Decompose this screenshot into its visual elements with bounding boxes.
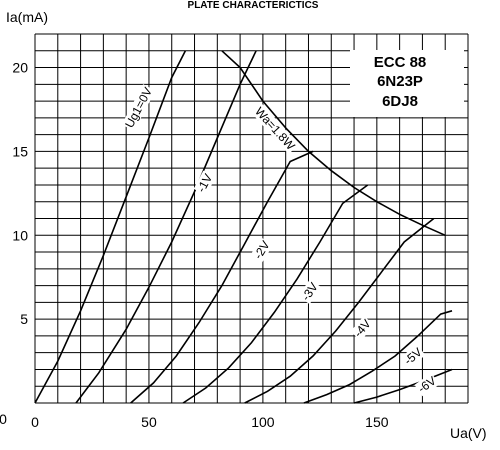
- curve-ug1-0v: [34, 50, 187, 404]
- curve-label: -3V: [299, 280, 321, 303]
- y-ticks: 5 10 15 20: [12, 60, 28, 328]
- curve--2v: [130, 150, 314, 404]
- y-tick-label: 5: [20, 311, 28, 327]
- curves: [34, 50, 453, 404]
- x-tick-label: 0: [31, 414, 39, 430]
- tube-type-3: 6DJ8: [382, 93, 418, 110]
- curve-label: Ug1=0V: [122, 85, 155, 130]
- curve-label: Wa=1.8W: [252, 104, 298, 153]
- x-tick-label: 50: [141, 414, 157, 430]
- curve-label-background: [121, 84, 156, 132]
- chart-title: PLATE CHARACTERICTICS: [188, 0, 319, 11]
- curve-label-background: [251, 103, 299, 155]
- y-axis-label: Ia(mA): [6, 9, 48, 25]
- y-tick-label: 20: [12, 60, 28, 76]
- curve-label-background: [298, 279, 322, 305]
- x-tick-label: 100: [251, 414, 275, 430]
- curve--5v: [303, 310, 453, 404]
- curve-label: -2V: [251, 238, 273, 261]
- x-tick-label: 150: [365, 414, 389, 430]
- curve-label-background: [193, 170, 216, 196]
- curve--1v: [75, 50, 257, 404]
- curve--3v: [182, 184, 369, 404]
- curve-label: -1V: [194, 172, 215, 195]
- curve-wa-1-8w: [221, 50, 446, 237]
- curve-label-background: [414, 372, 440, 397]
- tube-type-background: [350, 50, 464, 117]
- tube-type-box: ECC 88 6N23P 6DJ8: [350, 50, 464, 117]
- tube-type-2: 6N23P: [377, 73, 423, 90]
- curve--4v: [244, 217, 435, 404]
- y-tick-label: 10: [12, 227, 28, 243]
- origin-label: 0: [0, 411, 7, 427]
- tube-type-1: ECC 88: [374, 54, 427, 71]
- y-tick-label: 15: [12, 143, 28, 159]
- curve-label-background: [250, 237, 274, 263]
- curve-label-background: [350, 315, 375, 341]
- x-ticks: 0 50 100 150: [31, 414, 389, 430]
- x-axis-label: Ua(V): [450, 425, 487, 441]
- curve-label-background: [400, 344, 426, 369]
